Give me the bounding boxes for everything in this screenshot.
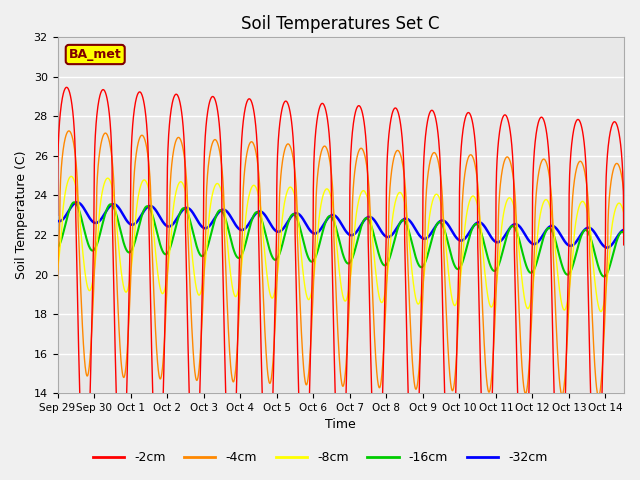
-4cm <box>426 161 433 167</box>
-8cm <box>600 298 608 303</box>
-2cm <box>63 84 70 90</box>
-16cm <box>408 241 416 247</box>
Line: -2cm: -2cm <box>58 87 624 480</box>
-32cm <box>87 217 95 223</box>
-16cm <box>87 247 95 252</box>
X-axis label: Time: Time <box>325 419 356 432</box>
Line: -16cm: -16cm <box>58 202 624 276</box>
-32cm <box>344 231 352 237</box>
-2cm <box>344 305 352 311</box>
-2cm <box>620 242 628 248</box>
-2cm <box>533 126 541 132</box>
-32cm <box>604 245 611 251</box>
-4cm <box>595 394 602 399</box>
-2cm <box>426 110 433 116</box>
-16cm <box>600 274 608 279</box>
Legend: -2cm, -4cm, -8cm, -16cm, -32cm: -2cm, -4cm, -8cm, -16cm, -32cm <box>88 446 552 469</box>
Y-axis label: Soil Temperature (C): Soil Temperature (C) <box>15 151 28 279</box>
-8cm <box>597 309 605 314</box>
-16cm <box>54 245 61 251</box>
Text: BA_met: BA_met <box>69 48 122 61</box>
-32cm <box>73 200 81 205</box>
-2cm <box>54 212 61 218</box>
-8cm <box>87 286 95 291</box>
-4cm <box>620 188 628 194</box>
-4cm <box>600 325 608 331</box>
Line: -32cm: -32cm <box>58 203 624 248</box>
-16cm <box>70 199 78 205</box>
-32cm <box>620 227 628 233</box>
-4cm <box>533 183 541 189</box>
-8cm <box>54 268 61 274</box>
-8cm <box>344 290 352 296</box>
-2cm <box>600 288 608 294</box>
Line: -8cm: -8cm <box>58 176 624 312</box>
-32cm <box>533 240 541 246</box>
-16cm <box>426 245 433 251</box>
-8cm <box>426 213 433 219</box>
Line: -4cm: -4cm <box>58 131 624 396</box>
-4cm <box>54 276 61 282</box>
-32cm <box>426 232 433 238</box>
-16cm <box>533 259 541 264</box>
-4cm <box>344 327 352 333</box>
-2cm <box>87 354 95 360</box>
-32cm <box>408 221 416 227</box>
-8cm <box>67 173 75 179</box>
-4cm <box>87 341 95 347</box>
-8cm <box>620 210 628 216</box>
-8cm <box>408 271 416 277</box>
-32cm <box>54 218 61 224</box>
-8cm <box>533 244 541 250</box>
Title: Soil Temperatures Set C: Soil Temperatures Set C <box>241 15 440 33</box>
-16cm <box>620 230 628 236</box>
-32cm <box>600 243 608 249</box>
-16cm <box>600 274 608 279</box>
-4cm <box>408 358 416 363</box>
-16cm <box>344 261 352 266</box>
-4cm <box>65 128 73 134</box>
